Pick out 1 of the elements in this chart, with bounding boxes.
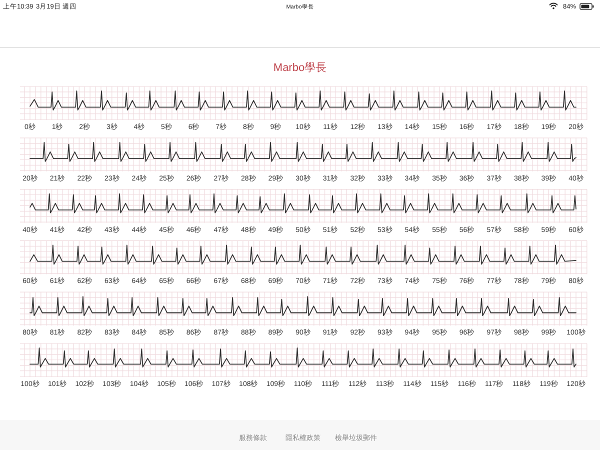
chart-title: Marbo學長 bbox=[273, 62, 327, 74]
